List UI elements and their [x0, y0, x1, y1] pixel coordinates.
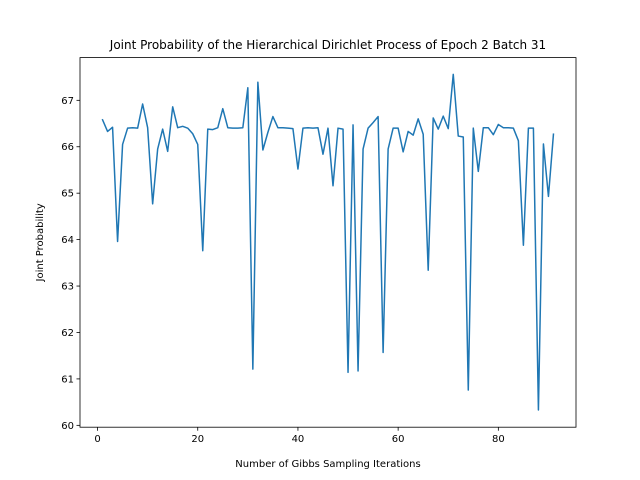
x-tick-label: 60	[392, 434, 405, 445]
y-tick-label: 61	[61, 374, 74, 385]
x-axis-ticks: 0 20 40 60 80	[94, 427, 505, 445]
chart-title: Joint Probability of the Hierarchical Di…	[109, 38, 546, 52]
series-layer	[101, 73, 555, 411]
x-tick-label: 80	[492, 434, 505, 445]
x-tick-label: 0	[94, 434, 100, 445]
y-tick-label: 60	[61, 421, 74, 432]
y-tick-label: 66	[61, 142, 74, 153]
plot-area	[80, 57, 576, 428]
y-tick-label: 62	[61, 328, 74, 339]
series-line	[101, 73, 555, 411]
x-tick-label: 40	[292, 434, 305, 445]
y-tick-label: 65	[61, 189, 74, 200]
y-axis-ticks: 60 61 62 63 64 65 66 67	[61, 96, 80, 432]
y-tick-label: 67	[61, 96, 74, 107]
x-tick-label: 20	[191, 434, 204, 445]
y-tick-label: 64	[61, 235, 74, 246]
x-axis-label: Number of Gibbs Sampling Iterations	[235, 459, 420, 470]
plot-frame	[79, 57, 577, 428]
y-tick-label: 63	[61, 282, 74, 293]
y-axis-label: Joint Probability	[35, 203, 46, 282]
